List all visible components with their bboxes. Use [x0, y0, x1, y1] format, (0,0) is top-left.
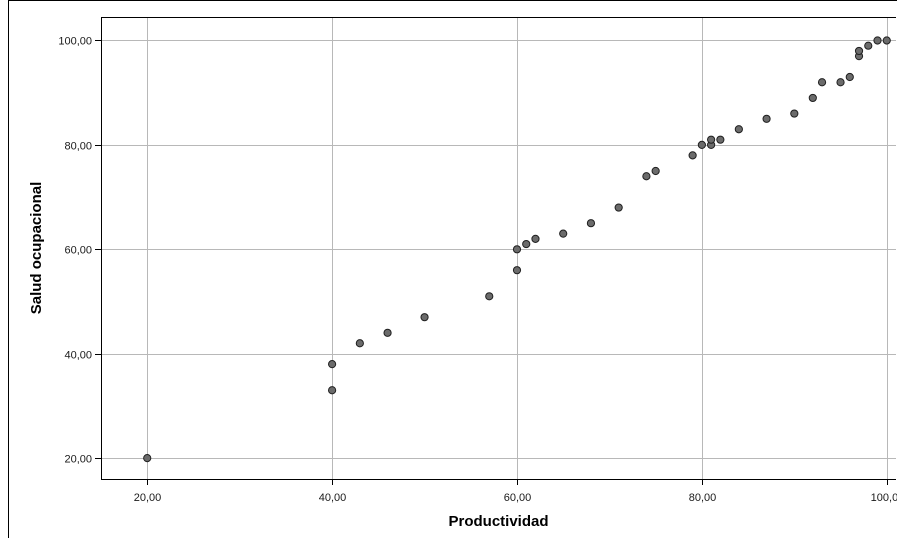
data-point: [734, 125, 743, 134]
data-point: [651, 166, 660, 176]
data-point: [512, 245, 522, 254]
data-point: [688, 151, 697, 160]
data-point: [522, 239, 531, 249]
data-point: [836, 78, 845, 87]
data-point: [355, 339, 364, 348]
y-tick-label: 100,00: [58, 36, 92, 48]
y-tick-label: 20,00: [64, 454, 92, 466]
y-tick-label: 40,00: [64, 350, 92, 362]
data-point: [328, 360, 337, 369]
data-point: [485, 292, 494, 301]
data-points: [143, 36, 891, 463]
data-point: [143, 454, 152, 463]
data-point: [817, 78, 827, 87]
data-point: [716, 135, 725, 144]
data-point: [762, 114, 771, 123]
x-tick-label: 40,00: [319, 492, 347, 504]
y-tick-label: 80,00: [64, 141, 92, 153]
data-point: [559, 229, 568, 238]
x-tick-label: 100,00: [871, 492, 897, 504]
data-point: [586, 219, 596, 228]
data-point: [328, 386, 337, 395]
data-point: [845, 72, 854, 82]
data-point: [614, 203, 623, 212]
grid-lines: [101, 17, 896, 479]
x-tick-label: 20,00: [134, 492, 162, 504]
tick-labels: 20,00 40,00 60,00 80,00 100,00 20,00 40,00 60,0…: [58, 36, 897, 505]
data-point: [790, 109, 799, 118]
x-tick-label: 80,00: [689, 492, 717, 504]
data-point: [642, 172, 651, 181]
x-tick-label: 60,00: [504, 492, 532, 504]
y-axis-title: Salud ocupacional: [28, 182, 45, 315]
data-point: [383, 328, 392, 337]
data-point: [882, 36, 891, 45]
x-axis-title: Productividad: [448, 513, 548, 530]
data-point: [531, 234, 540, 243]
y-tick-label: 60,00: [64, 245, 92, 257]
data-point: [808, 93, 817, 103]
data-point: [512, 266, 522, 275]
data-point: [854, 46, 864, 56]
data-point: [697, 140, 706, 149]
data-point: [873, 36, 882, 45]
data-point: [707, 135, 716, 144]
data-point: [420, 313, 429, 322]
data-point: [864, 41, 873, 50]
axes: [8, 0, 897, 538]
